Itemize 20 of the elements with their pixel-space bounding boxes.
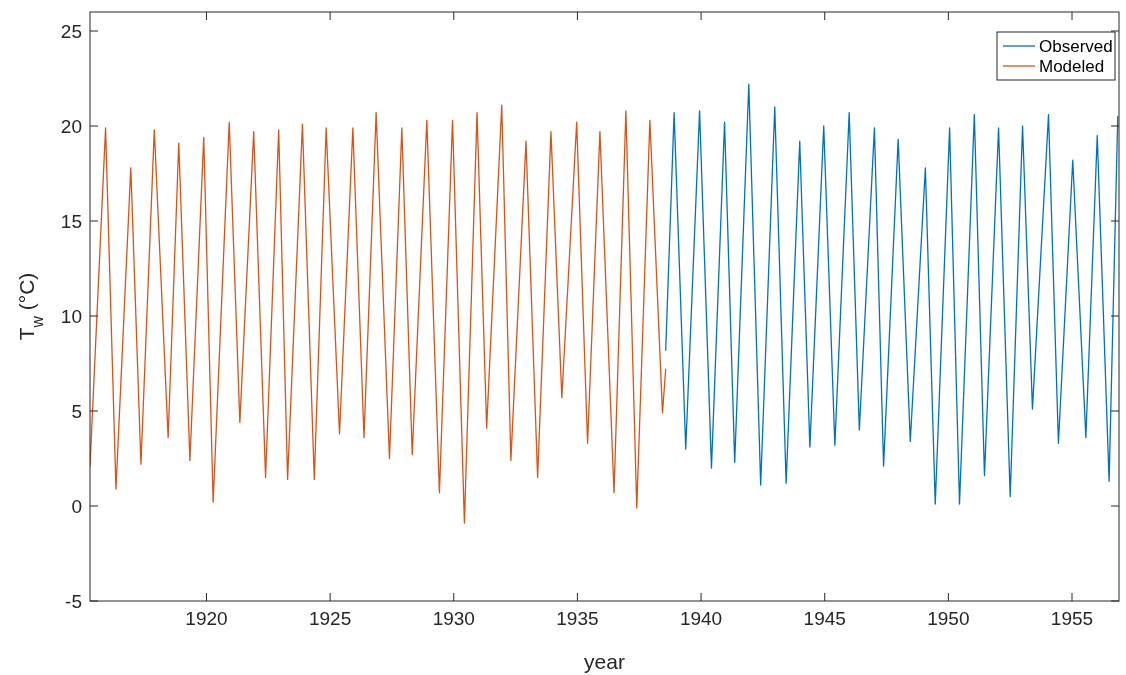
y-tick-label: -5 <box>65 591 82 612</box>
x-tick-label: 1935 <box>556 608 599 629</box>
y-tick-label: 20 <box>60 116 82 137</box>
x-tick-label: 1955 <box>1050 608 1094 629</box>
legend-label: Modeled <box>1039 57 1105 76</box>
line-series <box>90 104 667 524</box>
y-tick-label: 25 <box>60 21 82 42</box>
y-tick-label: 15 <box>60 211 82 232</box>
x-axis-title: year <box>584 650 625 673</box>
x-tick-label: 1945 <box>803 608 846 629</box>
x-tick-label: 1950 <box>927 608 970 629</box>
x-tick-label: 1930 <box>432 608 475 629</box>
y-tick-label: 0 <box>71 496 82 517</box>
x-tick-label: 1925 <box>308 608 352 629</box>
legend-label: Observed <box>1039 37 1113 56</box>
line-series <box>665 83 1119 505</box>
y-tick-label: 10 <box>60 306 82 327</box>
x-tick-label: 1940 <box>679 608 723 629</box>
y-tick-label: 5 <box>71 401 82 422</box>
x-tick-label: 1920 <box>185 608 228 629</box>
